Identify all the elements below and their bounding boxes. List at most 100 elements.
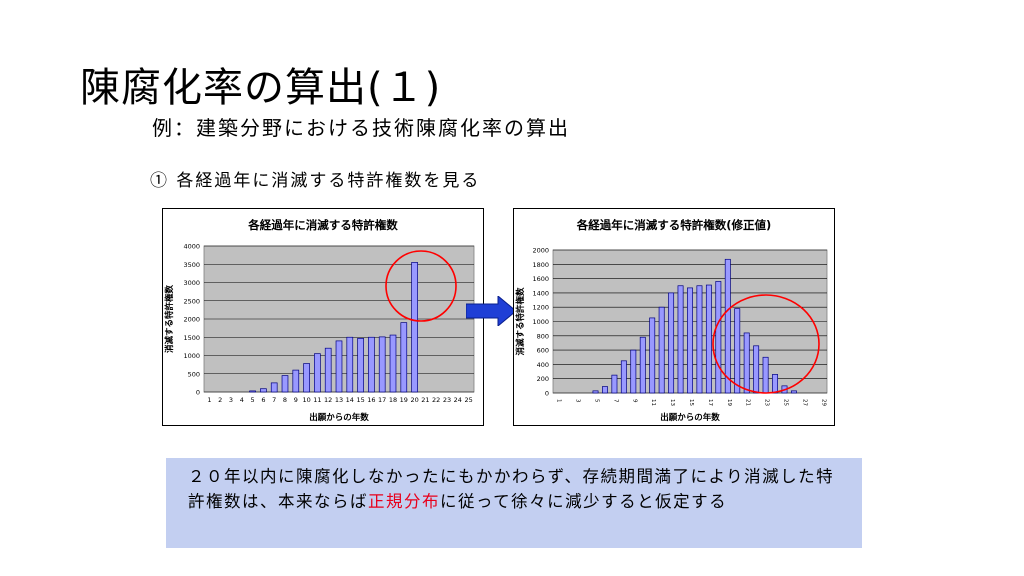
y-tick-label: 1200 [532,304,549,312]
x-tick-label: 17 [378,396,386,404]
x-tick-label: 10 [302,396,310,404]
x-tick-label: 14 [346,396,354,404]
x-tick-label: 22 [432,396,440,404]
y-tick-label: 2000 [532,247,549,255]
x-tick-label: 3 [575,399,581,403]
x-tick-label: 7 [612,399,618,403]
step-heading: ① 各経過年に消滅する特許権数を見る [150,171,481,191]
x-tick-label: 13 [335,396,343,404]
x-tick-label: 6 [261,396,265,404]
bar-20 [734,308,741,394]
note-box: ２０年以内に陳腐化しなかったにもかかわらず、存続期間満了により消滅した特許権数は… [166,458,862,548]
x-tick-label: 3 [229,396,233,404]
x-tick-label: 5 [251,396,255,404]
y-tick-label: 1500 [183,334,200,342]
bar-24 [772,374,778,394]
y-tick-label: 200 [537,375,549,383]
x-tick-label: 20 [410,396,418,404]
bar-14 [677,285,684,394]
y-tick-label: 2000 [183,316,200,324]
y-tick-label: 1800 [532,261,549,269]
y-tick-label: 3000 [183,279,200,287]
bar-9 [292,369,300,393]
note-text-part1: ２０年以内に陳腐化しなかったにもかかわらず、存続期間満了により消滅した特許権数は… [188,467,835,511]
bar-21 [743,332,750,394]
bar-19 [400,322,408,393]
note-text-part2: に従って徐々に減少すると仮定する [440,492,728,511]
bar-10 [303,363,310,393]
x-tick-label: 13 [669,399,675,406]
bar-6 [602,386,608,394]
x-tick-label: 9 [631,399,637,403]
bar-15 [357,337,364,393]
bar-15 [687,287,693,394]
bar-19 [724,258,731,394]
x-tick-label: 21 [745,399,751,406]
bar-16 [696,285,703,394]
x-tick-label: 9 [294,396,298,404]
x-tick-label: 5 [594,399,600,403]
x-tick-label: 23 [764,399,770,406]
bar-17 [705,284,712,394]
x-tick-label: 25 [464,396,472,404]
y-tick-label: 400 [537,361,549,369]
y-tick-label: 1000 [183,352,200,360]
y-tick-label: 4000 [183,243,200,251]
x-tick-label: 23 [443,396,451,404]
y-tick-label: 3500 [183,261,200,269]
x-tick-label: 24 [454,396,462,404]
x-tick-label: 25 [782,399,788,406]
subtitle: 例：建築分野における技術陳腐化率の算出 [152,116,570,140]
chart-corrected-svg: 各経過年に消滅する特許権数(修正値) 0 200 400 600 800 1000 1200 1… [515,218,828,423]
bar-22 [753,345,760,394]
y-tick-label: 500 [188,370,200,378]
y-tick-label: 1600 [532,275,549,283]
bar-9 [630,349,637,394]
y-axis-label: 消滅する特許権数 [164,285,175,354]
x-tick-label: 12 [324,396,332,404]
bar-20 [411,262,418,393]
bar-12 [658,306,665,394]
bar-13 [335,340,343,393]
x-tick-label: 16 [367,396,375,404]
x-tick-label: 2 [218,396,222,404]
page-title: 陳腐化率の算出(１) [80,65,442,111]
bar-6 [260,388,267,393]
x-tick-label: 1 [207,396,211,404]
bar-5 [592,390,599,394]
bar-12 [324,347,332,393]
bar-8 [281,375,289,393]
chart-original-svg: 各経過年に消滅する特許権数 0 500 1000 1500 2000 2500 3000 350… [164,218,475,423]
x-tick-label: 27 [801,399,807,406]
bar-17 [378,336,386,393]
highlight-circle [712,294,820,394]
bar-8 [620,360,627,394]
bar-7 [270,382,278,393]
chart-title: 各経過年に消滅する特許権数 [247,218,398,232]
y-tick-label: 1400 [532,289,549,297]
y-tick-label: 600 [537,347,549,355]
x-tick-label: 11 [313,396,321,404]
chart-original: 各経過年に消滅する特許権数 0 500 1000 1500 2000 2500 3000 350… [162,208,484,426]
note-highlight: 正規分布 [368,492,440,511]
chart-corrected: 各経過年に消滅する特許権数(修正値) 0 200 400 600 800 1000 1200 1… [513,208,835,426]
x-tick-label: 15 [356,396,364,404]
y-tick-label: 2500 [183,297,200,305]
x-axis-label: 出願からの年数 [660,412,720,423]
bar-26 [790,390,797,394]
highlight-circle [385,250,457,322]
x-tick-label: 19 [400,396,408,404]
bar-18 [389,334,397,393]
x-tick-label: 19 [726,399,732,406]
bar-13 [668,292,675,394]
bar-14 [346,336,354,393]
bar-5 [249,390,256,393]
x-tick-label: 21 [421,396,429,404]
x-tick-label: 1 [556,399,562,403]
bar-11 [314,353,321,393]
bar-11 [649,317,656,394]
x-tick-label: 29 [820,399,826,406]
x-tick-label: 18 [389,396,397,404]
right-arrow-icon [465,294,517,330]
bar-16 [368,336,375,393]
